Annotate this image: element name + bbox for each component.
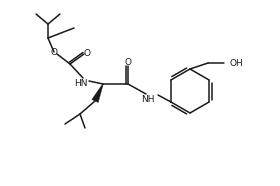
- Text: O: O: [50, 47, 57, 57]
- Text: HN: HN: [74, 78, 88, 87]
- Text: O: O: [83, 49, 90, 57]
- Text: O: O: [125, 57, 132, 67]
- Text: NH: NH: [141, 94, 155, 103]
- Text: OH: OH: [230, 59, 244, 68]
- Polygon shape: [92, 84, 103, 102]
